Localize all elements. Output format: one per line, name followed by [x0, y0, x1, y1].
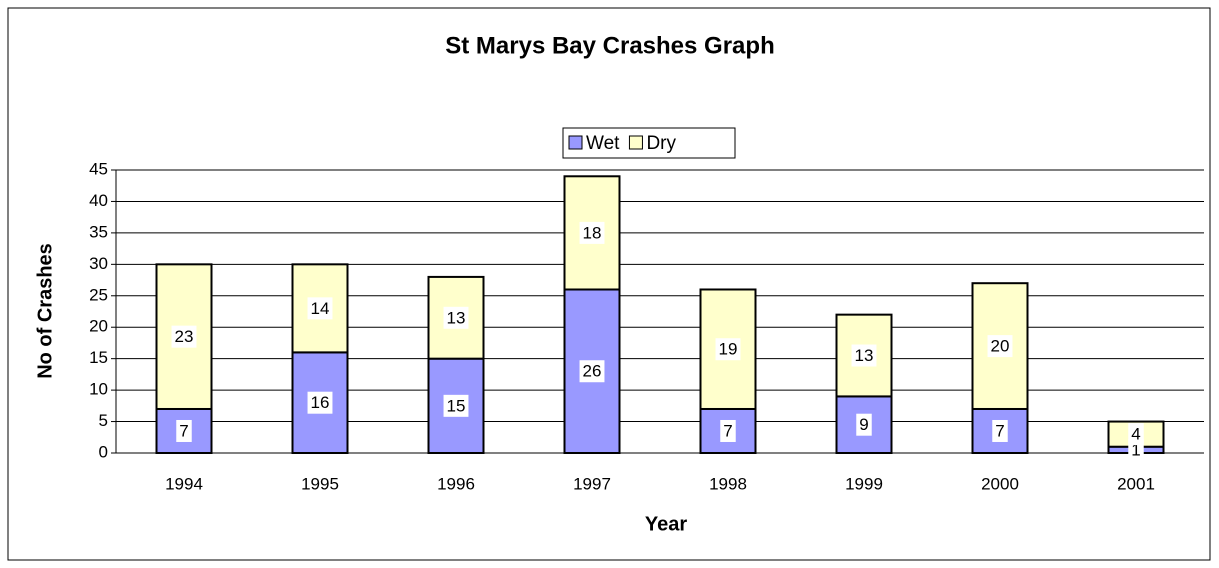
y-tick-label: 5	[99, 411, 108, 430]
legend-label: Dry	[646, 133, 676, 154]
data-label: 7	[723, 421, 732, 440]
data-label: 18	[583, 223, 602, 242]
chart-title: St Marys Bay Crashes Graph	[445, 32, 774, 59]
y-tick-label: 0	[99, 442, 108, 461]
y-tick-label: 45	[89, 159, 108, 178]
x-tick-label: 1995	[301, 474, 339, 493]
x-tick-label: 1994	[165, 474, 203, 493]
data-label: 20	[991, 337, 1010, 356]
data-label-bg	[720, 419, 736, 442]
x-axis-label: Year	[645, 513, 687, 535]
data-label-bg	[987, 335, 1013, 358]
data-label-bg	[443, 394, 469, 417]
y-tick-label: 40	[89, 191, 108, 210]
data-label: 1	[1131, 440, 1140, 459]
legend-swatch	[628, 135, 643, 150]
x-tick-label: 1996	[437, 474, 475, 493]
legend-box	[562, 127, 736, 159]
data-label-bg	[307, 391, 333, 414]
data-label-bg	[579, 360, 605, 383]
x-tick-label: 2000	[981, 474, 1019, 493]
data-label: 19	[719, 340, 738, 359]
data-label: 14	[311, 299, 330, 318]
x-tick-label: 1999	[845, 474, 883, 493]
data-label-bg	[851, 344, 877, 367]
data-label: 15	[447, 396, 466, 415]
x-tick-label: 2001	[1117, 474, 1155, 493]
data-label-bg	[856, 413, 872, 436]
y-tick-label: 20	[89, 317, 108, 336]
data-label-bg	[579, 221, 605, 244]
data-label: 23	[175, 327, 194, 346]
data-label: 4	[1131, 425, 1140, 444]
data-label: 9	[859, 415, 868, 434]
data-label-bg	[443, 306, 469, 329]
data-label-bg	[1128, 423, 1144, 446]
y-tick-label: 15	[89, 348, 108, 367]
x-tick-label: 1998	[709, 474, 747, 493]
y-tick-label: 30	[89, 254, 108, 273]
data-label-bg	[176, 419, 192, 442]
data-label: 13	[855, 346, 874, 365]
legend-swatch	[568, 135, 583, 150]
y-axis-label: No of Crashes	[34, 243, 56, 379]
data-label: 26	[583, 362, 602, 381]
data-label-bg	[307, 297, 333, 320]
data-label: 16	[311, 393, 330, 412]
y-tick-label: 25	[89, 285, 108, 304]
x-tick-label: 1997	[573, 474, 611, 493]
data-label-bg	[171, 325, 197, 348]
data-label: 7	[995, 421, 1004, 440]
data-label: 7	[179, 421, 188, 440]
legend-label: Wet	[586, 133, 620, 154]
y-tick-label: 35	[89, 222, 108, 241]
y-tick-label: 10	[89, 380, 108, 399]
data-label: 13	[447, 308, 466, 327]
data-label-bg	[715, 338, 741, 361]
data-label-bg	[992, 419, 1008, 442]
